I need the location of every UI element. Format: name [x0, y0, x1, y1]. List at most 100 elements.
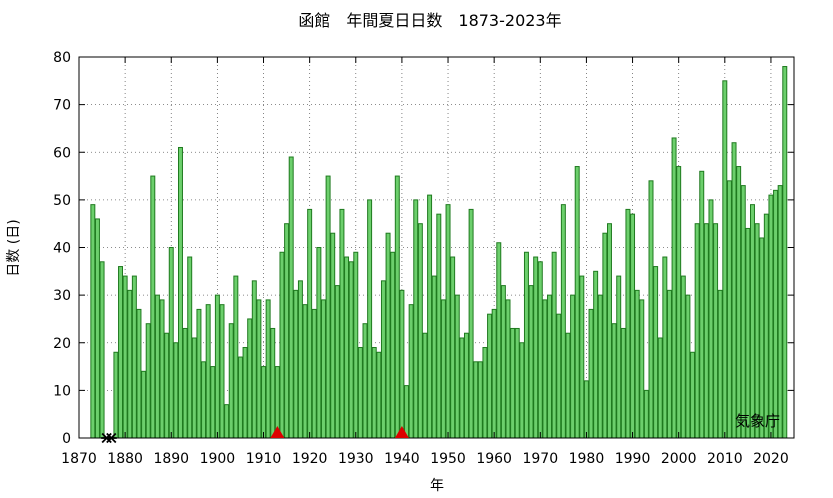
bar: [454, 294, 460, 439]
bar: [316, 247, 322, 439]
bar: [394, 175, 400, 439]
bar: [380, 280, 386, 439]
bar: [224, 404, 230, 439]
bar: [297, 280, 303, 439]
x-tick-label: 1970: [522, 451, 558, 467]
bar: [547, 294, 553, 439]
y-tick-label: 60: [53, 145, 71, 161]
bar: [450, 256, 456, 439]
bar: [219, 304, 225, 439]
bar: [339, 208, 345, 439]
y-tick-label: 50: [53, 193, 71, 209]
x-tick-label: 1910: [246, 451, 282, 467]
bar: [311, 308, 317, 439]
bar: [279, 251, 285, 439]
bar: [519, 342, 525, 439]
bar: [708, 199, 714, 439]
missing-data-marker: [105, 432, 117, 444]
bar: [330, 232, 336, 439]
y-tick-label: 30: [53, 288, 71, 304]
bar: [528, 285, 534, 439]
bar: [556, 313, 562, 439]
x-tick-label: 1920: [292, 451, 328, 467]
y-tick-label: 10: [53, 383, 71, 399]
bar: [523, 251, 529, 439]
bar: [288, 156, 294, 439]
x-tick-label: 1900: [200, 451, 236, 467]
bar: [750, 204, 755, 439]
bar: [464, 332, 469, 439]
bar: [491, 308, 497, 439]
bar: [560, 204, 566, 439]
bar: [196, 308, 202, 439]
bar: [731, 142, 737, 439]
bar: [348, 261, 354, 439]
bar: [357, 347, 363, 439]
bar: [477, 361, 483, 439]
bar: [237, 356, 243, 439]
bar: [487, 313, 493, 439]
bar: [390, 251, 396, 439]
bar: [703, 223, 709, 439]
bar: [740, 185, 746, 439]
bar: [344, 256, 350, 439]
bar: [459, 337, 465, 439]
bar: [376, 351, 382, 439]
x-tick-label: 1980: [569, 451, 605, 467]
bar: [205, 304, 211, 439]
x-tick-label: 2020: [753, 451, 789, 467]
bar: [763, 213, 769, 439]
bar: [321, 299, 326, 439]
bar: [408, 304, 414, 439]
bar: [265, 299, 271, 439]
x-tick-label: 1890: [153, 451, 189, 467]
x-tick-label: 1960: [476, 451, 512, 467]
bar: [247, 318, 253, 439]
bar: [90, 204, 96, 439]
credit-label: 気象庁: [735, 412, 780, 430]
bar: [759, 237, 765, 439]
bar: [159, 299, 165, 439]
bar: [722, 80, 728, 439]
bar: [302, 304, 308, 439]
bar: [242, 347, 248, 439]
station-change-marker: [394, 426, 409, 438]
x-axis-label: 年: [430, 478, 444, 494]
bar: [113, 351, 119, 439]
bar: [736, 166, 742, 439]
bar: [284, 223, 290, 439]
bar: [445, 204, 451, 439]
bar: [150, 175, 156, 439]
bar: [473, 361, 479, 439]
x-tick-label: 1940: [384, 451, 420, 467]
bar: [602, 232, 608, 439]
y-tick-label: 40: [53, 241, 71, 257]
bar: [399, 289, 405, 439]
bar: [676, 166, 682, 439]
bar: [164, 332, 170, 439]
bar: [616, 275, 622, 439]
bar: [94, 218, 100, 439]
bar: [293, 289, 299, 439]
bar: [593, 270, 599, 439]
bar: [122, 275, 128, 439]
bar: [427, 194, 433, 439]
bar: [685, 294, 691, 439]
bar: [694, 223, 700, 439]
bar: [362, 323, 368, 439]
bar: [482, 347, 488, 439]
bar: [625, 208, 631, 439]
bar: [136, 308, 142, 439]
bar: [699, 170, 705, 439]
bar: [777, 185, 783, 439]
bar: [145, 323, 151, 439]
bar: [551, 251, 557, 439]
bar: [270, 327, 276, 439]
bar: [671, 137, 677, 439]
bar: [570, 294, 576, 439]
bar: [597, 294, 603, 439]
bar: [768, 194, 774, 439]
bar: [745, 227, 751, 439]
bar: [639, 299, 645, 439]
